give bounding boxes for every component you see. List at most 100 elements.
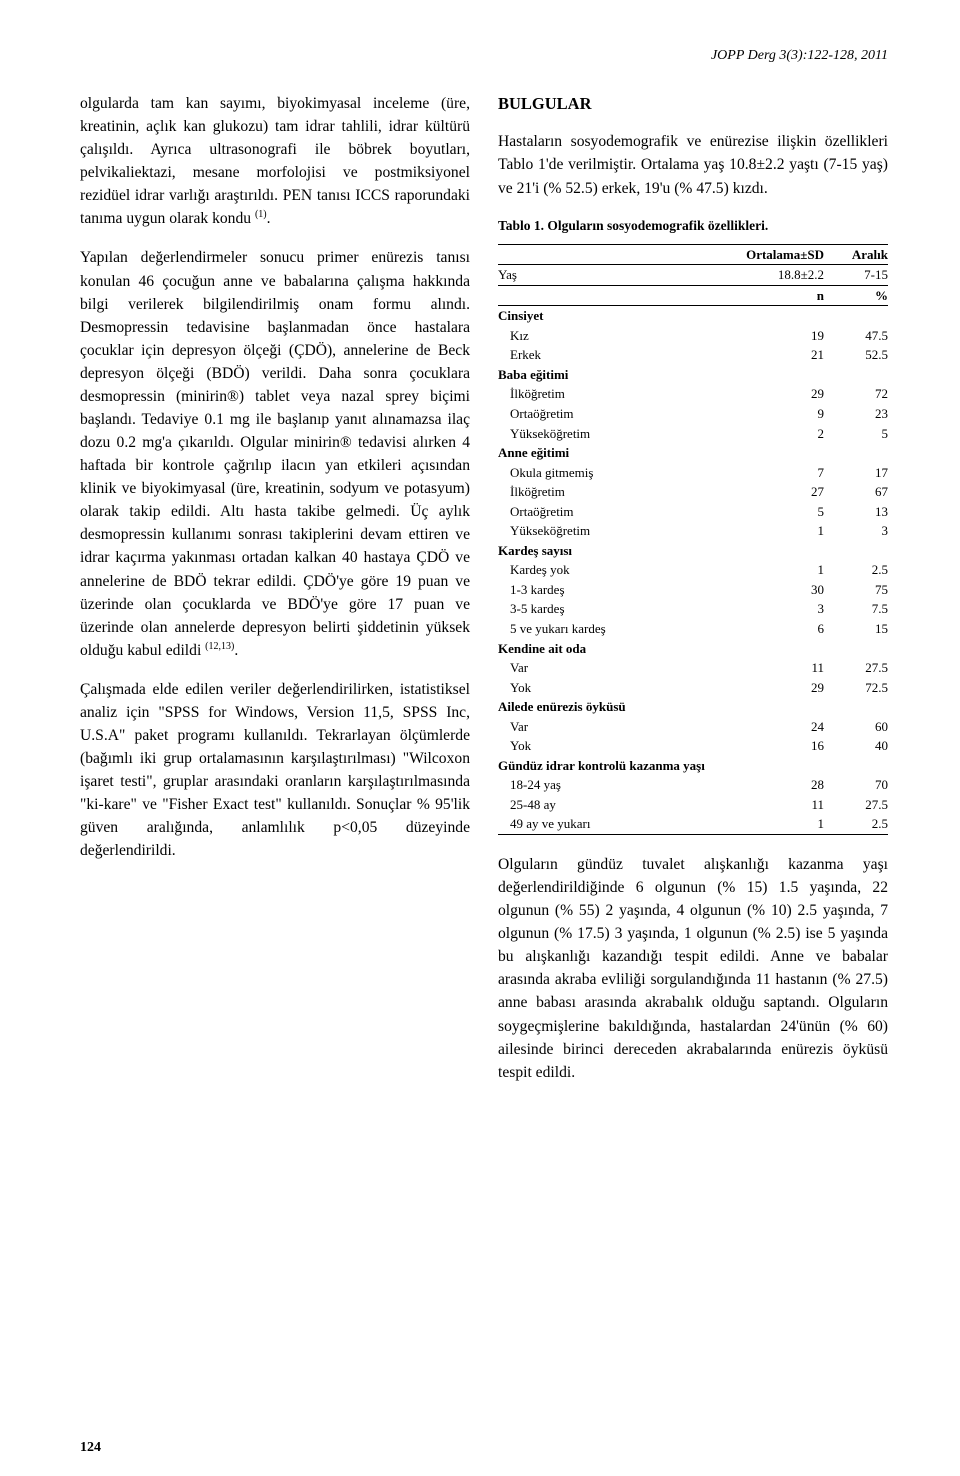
table-1-cell-label: Ortaöğretim [498, 502, 738, 522]
table-1-cell-label: 3-5 kardeş [498, 599, 738, 619]
table-1-group-label: Kardeş sayısı [498, 541, 888, 561]
table-1-group-label: Kendine ait oda [498, 639, 888, 659]
table-1-group-row: Baba eğitimi [498, 365, 888, 385]
table-1-cell-pct: 70 [824, 775, 888, 795]
table-1-cell-pct: 75 [824, 580, 888, 600]
table-1-yas-mean: 18.8±2.2 [738, 265, 824, 286]
table-1-group-label: Cinsiyet [498, 306, 888, 326]
table-1-data-row: Kardeş yok12.5 [498, 560, 888, 580]
table-1-cell-n: 29 [738, 384, 824, 404]
table-1-cell-n: 6 [738, 619, 824, 639]
table-1-data-row: Yok1640 [498, 736, 888, 756]
paragraph-3: Çalışmada elde edilen veriler değerlendi… [80, 678, 470, 863]
table-1-cell-n: 30 [738, 580, 824, 600]
table-1-cell-label: Kız [498, 326, 738, 346]
table-1-cell-pct: 67 [824, 482, 888, 502]
table-1-data-row: 25-48 ay1127.5 [498, 795, 888, 815]
table-1-cell-pct: 23 [824, 404, 888, 424]
table-1-subheader-row: n % [498, 285, 888, 306]
table-1-cell-n: 16 [738, 736, 824, 756]
table-1-data-row: 3-5 kardeş37.5 [498, 599, 888, 619]
running-head: JOPP Derg 3(3):122-128, 2011 [80, 48, 888, 64]
table-1-group-label: Gündüz idrar kontrolü kazanma yaşı [498, 756, 888, 776]
table-1-cell-label: Yükseköğretim [498, 424, 738, 444]
table-1-data-row: Ortaöğretim513 [498, 502, 888, 522]
table-1-cell-n: 5 [738, 502, 824, 522]
paragraph-after-table: Olguların gündüz tuvalet alışkanlığı kaz… [498, 853, 888, 1084]
table-1-cell-n: 11 [738, 658, 824, 678]
table-1-cell-n: 9 [738, 404, 824, 424]
table-1-yas-label: Yaş [498, 265, 738, 286]
right-column: BULGULAR Hastaların sosyodemografik ve e… [498, 92, 888, 1100]
table-1-group-row: Kardeş sayısı [498, 541, 888, 561]
table-1: Ortalama±SD Aralık Yaş 18.8±2.2 7-15 n %… [498, 244, 888, 835]
paragraph-2-text-a: Yapılan değerlendirmeler sonucu primer e… [80, 249, 470, 658]
table-1-data-row: 1-3 kardeş3075 [498, 580, 888, 600]
paragraph-2: Yapılan değerlendirmeler sonucu primer e… [80, 246, 470, 661]
table-1-cell-n: 7 [738, 463, 824, 483]
table-1-cell-pct: 13 [824, 502, 888, 522]
paragraph-1-citation: (1) [255, 209, 267, 220]
table-1-data-row: İlköğretim2767 [498, 482, 888, 502]
table-1-cell-pct: 2.5 [824, 560, 888, 580]
table-1-data-row: Okula gitmemiş717 [498, 463, 888, 483]
table-1-cell-label: Kardeş yok [498, 560, 738, 580]
table-1-cell-pct: 17 [824, 463, 888, 483]
table-1-data-row: Yükseköğretim25 [498, 424, 888, 444]
table-1-cell-label: Yükseköğretim [498, 521, 738, 541]
table-1-group-label: Anne eğitimi [498, 443, 888, 463]
table-1-cell-pct: 2.5 [824, 814, 888, 834]
table-1-cell-pct: 27.5 [824, 795, 888, 815]
paragraph-1: olgularda tam kan sayımı, biyokimyasal i… [80, 92, 470, 230]
table-1-group-row: Kendine ait oda [498, 639, 888, 659]
paragraph-1-text-b: . [267, 210, 271, 227]
table-1-cell-pct: 60 [824, 717, 888, 737]
table-1-group-row: Anne eğitimi [498, 443, 888, 463]
table-1-row-yas: Yaş 18.8±2.2 7-15 [498, 265, 888, 286]
table-1-cell-pct: 15 [824, 619, 888, 639]
two-column-layout: olgularda tam kan sayımı, biyokimyasal i… [80, 92, 888, 1100]
paragraph-2-citation: (12,13) [205, 641, 234, 652]
table-1-data-row: Yok2972.5 [498, 678, 888, 698]
table-1-cell-n: 2 [738, 424, 824, 444]
table-1-data-row: Var2460 [498, 717, 888, 737]
page-number: 124 [80, 1440, 101, 1456]
table-1-cell-pct: 5 [824, 424, 888, 444]
page: JOPP Derg 3(3):122-128, 2011 olgularda t… [0, 0, 960, 1476]
table-1-title: Tablo 1. Olguların sosyodemografik özell… [498, 216, 888, 236]
table-1-data-row: Kız1947.5 [498, 326, 888, 346]
table-1-header-row: Ortalama±SD Aralık [498, 244, 888, 265]
table-1-cell-pct: 40 [824, 736, 888, 756]
table-1-data-row: Yükseköğretim13 [498, 521, 888, 541]
table-1-cell-n: 11 [738, 795, 824, 815]
table-1-cell-label: 25-48 ay [498, 795, 738, 815]
table-1-cell-pct: 3 [824, 521, 888, 541]
table-1-group-row: Gündüz idrar kontrolü kazanma yaşı [498, 756, 888, 776]
table-1-subheader-n: n [738, 285, 824, 306]
table-1-cell-n: 3 [738, 599, 824, 619]
table-1-cell-pct: 47.5 [824, 326, 888, 346]
table-1-cell-label: İlköğretim [498, 384, 738, 404]
results-intro-paragraph: Hastaların sosyodemografik ve enürezise … [498, 130, 888, 199]
table-1-cell-label: Yok [498, 678, 738, 698]
table-1-data-row: Erkek2152.5 [498, 345, 888, 365]
table-1-cell-n: 1 [738, 814, 824, 834]
table-1-cell-pct: 27.5 [824, 658, 888, 678]
table-1-data-row: 5 ve yukarı kardeş615 [498, 619, 888, 639]
paragraph-2-text-b: . [234, 642, 238, 659]
table-1-cell-label: Var [498, 658, 738, 678]
table-1-yas-range: 7-15 [824, 265, 888, 286]
table-1-cell-n: 1 [738, 521, 824, 541]
table-1-cell-label: Var [498, 717, 738, 737]
table-1-header-aralik: Aralık [824, 244, 888, 265]
table-1-cell-label: Okula gitmemiş [498, 463, 738, 483]
table-1-cell-pct: 52.5 [824, 345, 888, 365]
table-1-cell-label: 18-24 yaş [498, 775, 738, 795]
table-1-cell-n: 21 [738, 345, 824, 365]
table-1-data-row: İlköğretim2972 [498, 384, 888, 404]
left-column: olgularda tam kan sayımı, biyokimyasal i… [80, 92, 470, 1100]
table-1-cell-label: 5 ve yukarı kardeş [498, 619, 738, 639]
table-1-cell-label: 1-3 kardeş [498, 580, 738, 600]
table-1-cell-label: İlköğretim [498, 482, 738, 502]
table-1-cell-n: 27 [738, 482, 824, 502]
